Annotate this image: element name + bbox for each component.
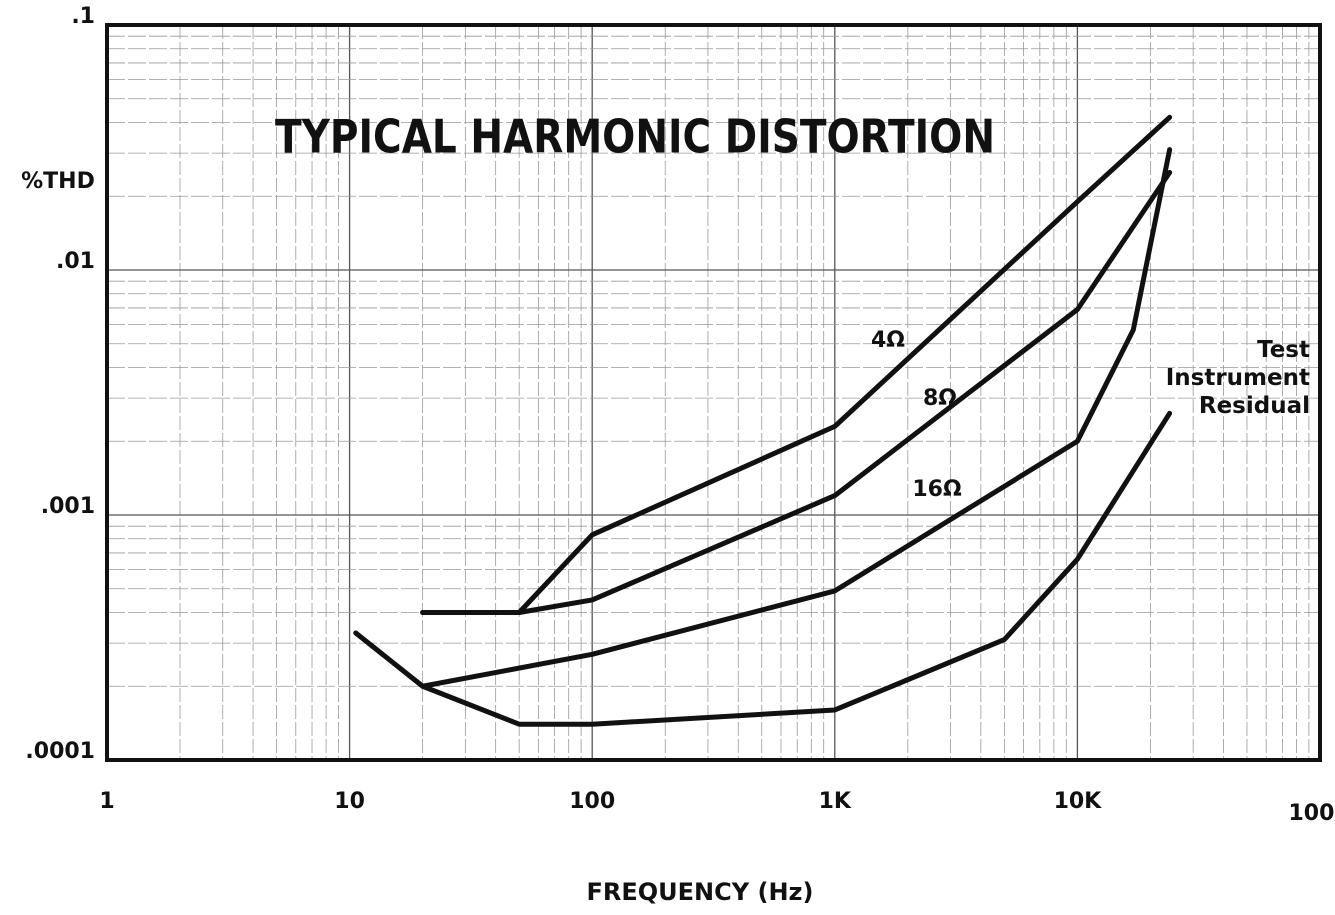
series-label: Test Instrument Residual	[1165, 337, 1310, 419]
x-tick-label: 10	[334, 789, 365, 814]
x-axis-label: FREQUENCY (Hz)	[587, 878, 814, 906]
series-label: 16Ω	[912, 477, 962, 502]
x-tick-label: 100	[569, 789, 615, 814]
series-line	[420, 147, 1173, 689]
x-tick-label: 1K	[819, 789, 852, 814]
plot-frame	[105, 23, 1322, 762]
y-tick-label: .01	[56, 249, 95, 274]
x-tick-label: 1	[99, 789, 114, 814]
x-tick-label: 10K	[1054, 789, 1103, 814]
y-tick-label: .001	[41, 494, 95, 519]
y-tick-label: .1	[71, 4, 95, 29]
series-line	[353, 410, 1173, 727]
series-label: 4Ω	[871, 328, 905, 353]
series-line	[420, 170, 1173, 615]
series-line	[420, 114, 1173, 615]
x-tick-label: 100K	[1289, 801, 1335, 826]
y-axis-label: %THD	[21, 169, 95, 194]
y-tick-label: .0001	[25, 739, 95, 764]
chart-title: TYPICAL HARMONIC DISTORTION	[275, 110, 995, 164]
